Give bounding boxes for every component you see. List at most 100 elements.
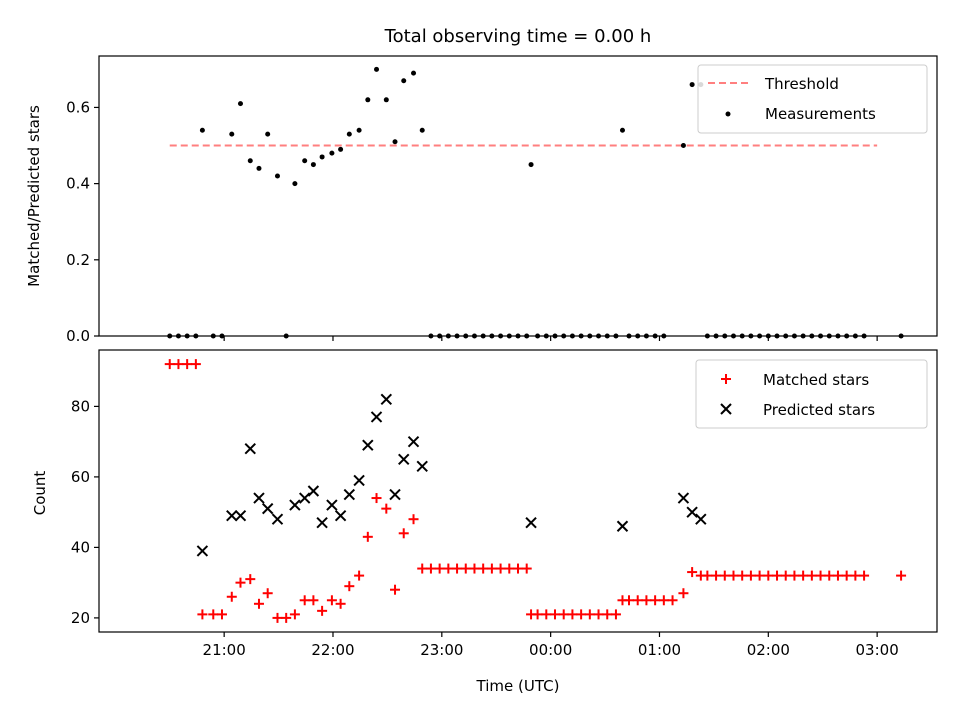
x-tick-label: 01:00	[638, 641, 681, 659]
predicted-star-point	[289, 499, 301, 511]
matched-star-point	[832, 570, 843, 581]
matched-star-point	[737, 570, 748, 581]
matched-star-point	[417, 563, 428, 574]
matched-star-point	[425, 563, 436, 574]
predicted-star-point	[244, 442, 256, 455]
measurement-point	[329, 150, 335, 156]
predicted-star-point	[316, 517, 328, 529]
measurement-point	[365, 97, 371, 103]
matched-star-point	[532, 609, 543, 620]
top-y-tick-label: 0.0	[66, 327, 90, 345]
matched-star-point	[806, 570, 817, 581]
x-tick-label: 21:00	[203, 641, 246, 659]
legend-threshold-label: Threshold	[764, 75, 839, 93]
matched-star-point	[584, 609, 595, 620]
predicted-star-point	[398, 453, 410, 465]
predicted-star-point	[362, 439, 374, 451]
top-plot-area	[167, 66, 904, 339]
matched-star-point	[208, 609, 219, 620]
predicted-star-point	[261, 502, 274, 515]
matched-star-point	[344, 581, 355, 592]
measurement-point	[411, 70, 417, 76]
measurement-point	[356, 127, 362, 133]
matched-star-point	[632, 595, 643, 606]
matched-star-point	[504, 563, 515, 574]
matched-star-point	[602, 609, 613, 620]
bottom-y-tick-label: 20	[71, 609, 90, 627]
measurement-point	[392, 139, 398, 145]
matched-star-point	[216, 609, 227, 620]
matched-star-point	[558, 609, 569, 620]
matched-star-point	[650, 595, 661, 606]
matched-star-point	[641, 595, 652, 606]
x-tick-label: 00:00	[529, 641, 572, 659]
bottom-y-tick-label: 60	[71, 468, 90, 486]
matched-star-point	[190, 359, 201, 370]
measurement-point	[528, 162, 534, 168]
predicted-star-point	[226, 509, 238, 522]
matched-star-point	[495, 563, 506, 574]
matched-star-point	[469, 563, 480, 574]
top-y-ticks: 0.0 0.2 0.4 0.6	[66, 98, 99, 345]
x-tick-label: 03:00	[856, 641, 899, 659]
matched-star-point	[593, 609, 604, 620]
measurement-point	[256, 165, 262, 171]
predicted-star-point	[370, 411, 383, 423]
matched-star-point	[390, 584, 401, 595]
legend-predicted-label: Predicted stars	[763, 401, 875, 419]
predicted-star-point	[326, 499, 338, 511]
bottom-legend: Matched stars Predicted stars	[695, 359, 928, 429]
bottom-y-tick-label: 80	[71, 397, 90, 415]
predicted-star-point	[253, 492, 265, 504]
matched-star-point	[667, 595, 678, 606]
legend-matched-label: Matched stars	[763, 371, 869, 389]
matched-star-point	[824, 570, 835, 581]
top-legend-box	[697, 64, 928, 134]
top-y-tick-label: 0.4	[66, 175, 90, 193]
matched-star-point	[815, 570, 826, 581]
predicted-star-point	[416, 460, 428, 473]
x-tick-label: 22:00	[311, 641, 354, 659]
matched-star-point	[513, 563, 523, 574]
matched-star-point	[381, 503, 392, 514]
matched-star-point	[452, 563, 463, 574]
matched-star-point	[398, 528, 409, 539]
measurement-point	[346, 131, 352, 137]
matched-star-point	[197, 609, 208, 620]
matched-star-point	[896, 570, 907, 581]
predicted-star-point	[380, 393, 393, 406]
measurement-point	[237, 101, 243, 107]
bottom-x-ticks: 21:00 22:00 23:00 00:00 01:00 02:00 03:00	[203, 632, 899, 659]
predicted-star-point	[234, 509, 247, 522]
measurement-point	[274, 173, 280, 179]
predicted-star-point	[695, 513, 707, 525]
top-y-tick-label: 0.2	[66, 251, 90, 269]
matched-star-point	[408, 514, 419, 525]
matched-star-point	[226, 591, 237, 602]
top-panel: 0.0 0.2 0.4 0.6 Matched/Predicted stars Thr…	[25, 55, 938, 345]
matched-star-point	[576, 609, 587, 620]
top-axes-frame	[98, 55, 938, 337]
bottom-panel: 20 40 60 80 21:00 22:00 23:00 00:00 01:00 02:00 0…	[31, 349, 938, 695]
measurement-point	[292, 181, 298, 187]
measurement-point	[680, 143, 686, 149]
matched-star-point	[354, 570, 365, 581]
matched-star-point	[850, 570, 861, 581]
predicted-star-point	[616, 520, 629, 532]
matched-star-point	[335, 598, 346, 609]
predicted-star-point	[686, 506, 698, 518]
matched-star-point	[521, 563, 532, 574]
x-tick-label: 23:00	[420, 641, 463, 659]
matched-star-point	[859, 570, 870, 581]
matched-star-point	[687, 567, 698, 578]
matched-star-point	[173, 359, 184, 370]
top-legend: Threshold Measurements	[697, 64, 928, 134]
measurement-point	[689, 82, 695, 88]
legend-measurements-swatch	[725, 111, 731, 117]
predicted-star-point	[677, 492, 690, 504]
matched-star-point	[182, 359, 193, 370]
bottom-y-axis-label: Count	[31, 471, 49, 516]
bottom-plot-area	[164, 359, 907, 623]
matched-star-point	[308, 595, 319, 606]
